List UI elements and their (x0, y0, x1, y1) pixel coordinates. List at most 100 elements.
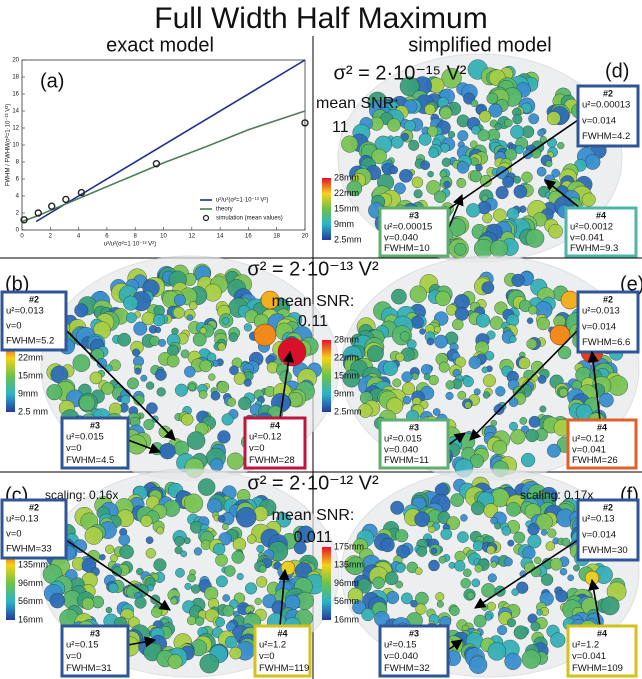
legend-label: simulation (mean values) (216, 216, 283, 222)
sphere (504, 652, 522, 670)
sphere (183, 493, 204, 513)
callout-box (378, 624, 450, 678)
sphere (445, 391, 454, 400)
callout-box (253, 624, 312, 678)
sphere (494, 122, 502, 131)
sphere (503, 557, 513, 567)
sphere (546, 111, 561, 126)
sphere (96, 358, 108, 369)
sphere (108, 582, 119, 594)
sphere (186, 314, 194, 321)
callout-box (564, 206, 638, 258)
line (21, 110, 306, 223)
sphere (72, 354, 91, 372)
callout-id: #2 (29, 294, 39, 304)
sphere (511, 588, 520, 596)
sphere (174, 536, 185, 547)
sphere (346, 556, 365, 576)
sphere (493, 208, 507, 223)
sphere (225, 621, 236, 632)
sphere (457, 531, 469, 543)
sphere (545, 160, 553, 168)
panel-label: (e) (620, 273, 642, 295)
y-tick-label: 2 (16, 211, 20, 217)
x-tick-label: 8 (134, 234, 138, 240)
sphere (117, 332, 131, 347)
sphere (449, 605, 460, 616)
sphere (525, 428, 539, 443)
sphere (472, 540, 484, 552)
callout-text: u²=0.013 (582, 306, 620, 317)
callout-text: FWHM=10 (384, 243, 430, 254)
callout-text: FWHM=109 (572, 663, 623, 674)
data-point (301, 119, 309, 127)
sphere (490, 239, 508, 258)
sphere (190, 584, 201, 594)
callout-id: #3 (409, 628, 419, 638)
callout-text: u²=0.0012 (570, 222, 613, 233)
sphere (435, 290, 451, 307)
sphere (400, 132, 409, 141)
sphere (419, 328, 426, 335)
sphere (411, 372, 419, 380)
snr-label: mean SNR: (316, 95, 399, 112)
x-axis-label: u²/u²(σ²=1·10⁻¹³ V²) (104, 242, 156, 248)
sphere (520, 452, 536, 468)
sphere (134, 596, 147, 609)
sphere (158, 338, 167, 347)
x-tick-label: 14 (217, 234, 224, 240)
sphere (488, 103, 503, 118)
sphere (471, 125, 481, 135)
sphere (413, 189, 423, 199)
sphere (134, 367, 142, 375)
sphere (584, 154, 601, 170)
sphere (515, 145, 524, 155)
sphere (222, 594, 230, 602)
callout-id: #4 (597, 628, 607, 638)
sphere (526, 317, 534, 324)
callout-text: FWHM=26 (572, 455, 618, 466)
sphere (447, 131, 456, 139)
callout-text: v=0 (259, 651, 275, 662)
callout-text: v=0.014 (582, 321, 616, 332)
sphere (89, 371, 103, 385)
sphere (416, 546, 428, 557)
sphere (438, 555, 447, 564)
data-point (77, 188, 86, 197)
sphere (485, 613, 493, 621)
sphere (513, 184, 528, 199)
arrow (278, 568, 290, 627)
sphere (474, 564, 483, 573)
sphere (118, 533, 131, 546)
callout-id: #4 (596, 210, 606, 220)
line (35, 59, 306, 223)
callout-text: FWHM=4.2 (582, 131, 630, 142)
sphere (421, 364, 433, 376)
sphere (401, 371, 413, 383)
colorbar-label: 16mm (18, 614, 43, 624)
sphere (510, 429, 526, 445)
sphere (399, 331, 411, 342)
sphere (387, 118, 401, 132)
sphere (395, 563, 406, 573)
arrow (127, 636, 157, 648)
sphere (547, 528, 557, 538)
sphere (156, 387, 166, 397)
x-tick-label: 16 (245, 234, 252, 240)
x-tick-label: 18 (273, 234, 280, 240)
sphere (231, 550, 245, 564)
callout-text: v=0.014 (582, 529, 616, 540)
sphere (235, 507, 257, 528)
sphere (125, 312, 137, 324)
noise-level: σ² = 2·10⁻¹⁵ V² (334, 62, 467, 84)
callout-text: v=0 (6, 321, 22, 332)
y-tick-label: 4 (16, 194, 20, 200)
callout-box (0, 290, 68, 352)
sphere (392, 378, 402, 388)
sphere (446, 516, 461, 530)
sphere (469, 655, 488, 674)
colorbar-label: 28mm (334, 172, 359, 182)
sphere (454, 550, 466, 562)
sphere (145, 548, 156, 559)
